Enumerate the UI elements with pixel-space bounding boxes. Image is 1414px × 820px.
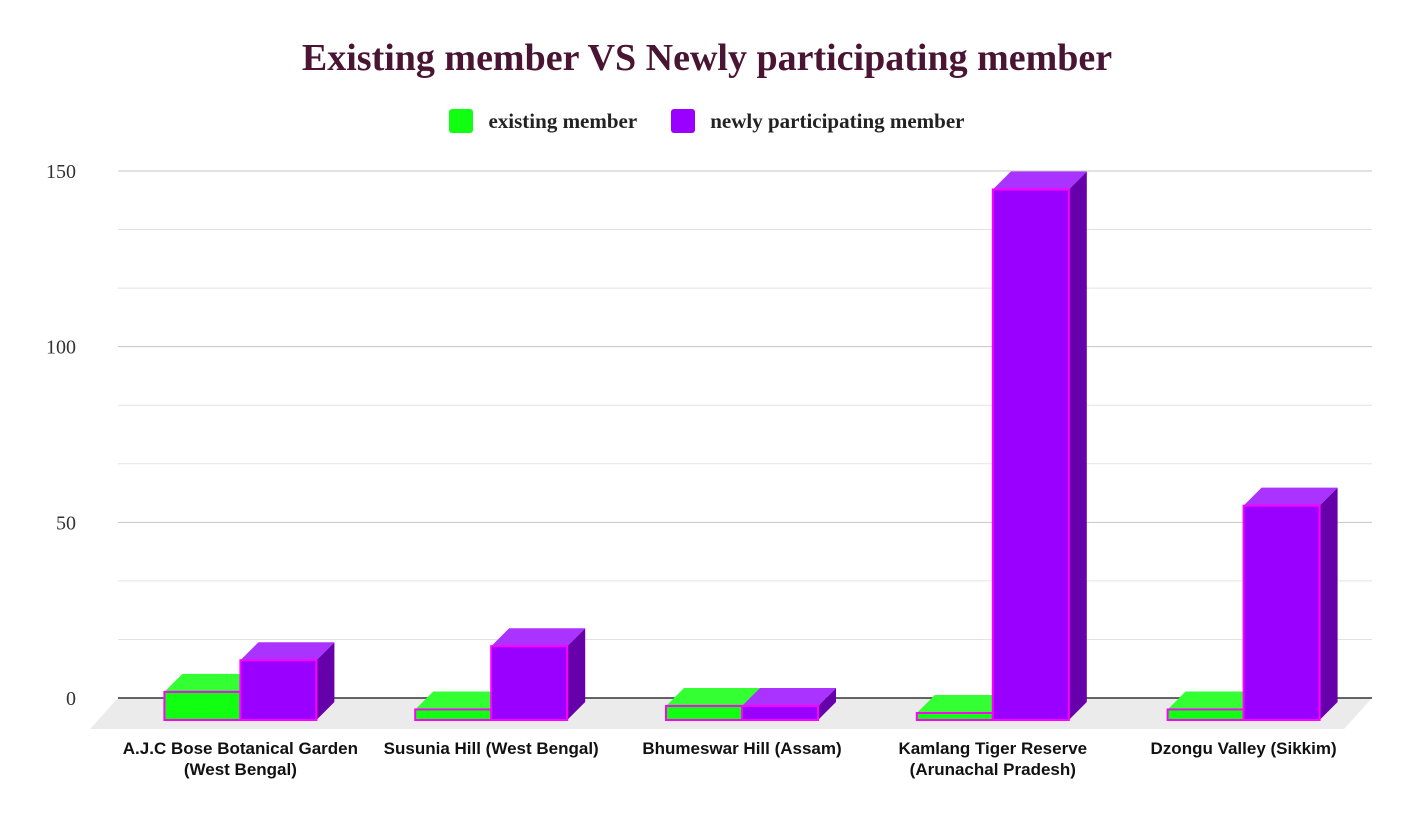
- bar-newly: [239, 659, 318, 721]
- bar-existing: [665, 704, 743, 721]
- bar-top: [916, 694, 1011, 713]
- category-label: Dzongu Valley (Sikkim): [1150, 739, 1337, 758]
- category-label: Bhumeswar Hill (Assam): [642, 739, 842, 758]
- chart-legend: existing member newly participating memb…: [0, 106, 1414, 136]
- category-label: Kamlang Tiger Reserve (Arunachal Pradesh…: [898, 739, 1088, 779]
- legend-swatch-existing: [449, 109, 474, 133]
- bar-existing: [1166, 708, 1245, 722]
- bar-top: [415, 691, 510, 710]
- legend-swatch-newly: [671, 109, 696, 133]
- category-label: Susunia Hill (West Bengal): [383, 739, 599, 758]
- bar-side: [1068, 171, 1087, 720]
- bar-existing: [414, 708, 493, 722]
- bar-newly: [1242, 504, 1321, 722]
- bar-top: [992, 171, 1087, 190]
- bar-top: [491, 628, 586, 647]
- bar-side: [1319, 487, 1338, 720]
- legend-label-existing: existing member: [488, 108, 638, 133]
- y-tick-label: 100: [46, 337, 76, 359]
- bar-newly: [741, 704, 819, 721]
- bar-newly: [490, 645, 569, 721]
- bar-existing: [163, 690, 242, 721]
- bar-top: [240, 642, 335, 661]
- bar-top: [164, 673, 259, 692]
- legend-item-existing[interactable]: existing member: [449, 109, 637, 134]
- bar-newly: [991, 188, 1070, 721]
- bar-top: [666, 687, 760, 706]
- y-tick-label: 150: [46, 161, 76, 183]
- bar-side: [316, 642, 335, 720]
- chart-title: Existing member VS Newly participating m…: [301, 37, 1113, 79]
- bar-top: [1243, 487, 1338, 506]
- bar-side: [818, 687, 836, 720]
- bar-top: [1167, 691, 1262, 710]
- bar-side: [567, 628, 586, 720]
- bar-top: [742, 687, 836, 706]
- legend-item-newly[interactable]: newly participating member: [671, 108, 965, 134]
- y-tick-label: 50: [56, 512, 76, 534]
- legend-label-newly: newly participating member: [710, 108, 965, 133]
- bar-existing: [915, 711, 994, 721]
- y-tick-label: 0: [66, 688, 76, 710]
- category-label: A.J.C Bose Botanical Garden (West Bengal…: [122, 739, 358, 779]
